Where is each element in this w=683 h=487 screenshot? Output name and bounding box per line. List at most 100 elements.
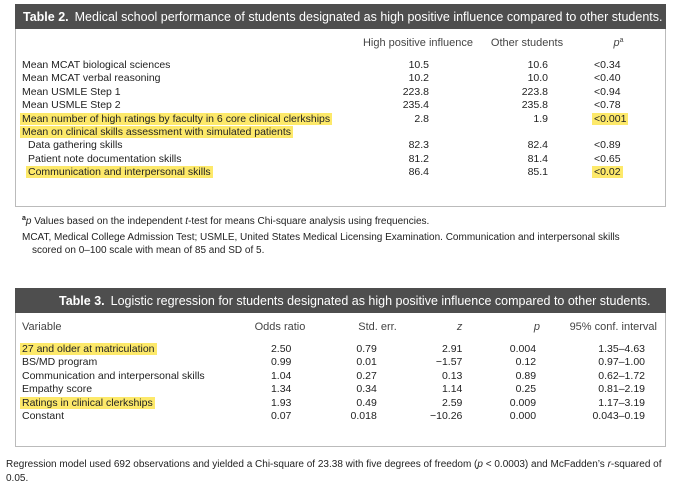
table2-body: High positive influence Other students p… bbox=[15, 29, 666, 207]
table2-cell-other: 235.8 bbox=[521, 99, 548, 112]
table2-row-label: Mean USMLE Step 1 bbox=[22, 85, 121, 98]
table3-col-stderr: Std. err. bbox=[358, 321, 397, 334]
table2-row: Mean USMLE Step 1 223.8 223.8 <0.94 bbox=[16, 86, 665, 99]
table2-cell-high: 10.2 bbox=[408, 72, 429, 85]
table3-col-p: p bbox=[533, 321, 541, 334]
table3-row: Empathy score 1.34 0.34 1.14 0.25 0.81–2.19 bbox=[16, 383, 665, 396]
table2-row-label: Data gathering skills bbox=[28, 139, 123, 152]
table3-cell-z: 1.14 bbox=[441, 383, 463, 396]
table3-cell-odds: 1.34 bbox=[270, 383, 292, 396]
table3-cell-stderr: 0.01 bbox=[356, 356, 377, 369]
table3-cell-p: 0.89 bbox=[515, 369, 537, 382]
table3-row-label: Communication and interpersonal skills bbox=[22, 369, 205, 382]
table2-row: Mean MCAT biological sciences 10.5 10.6 <0.… bbox=[16, 59, 665, 72]
table3-cell-stderr: 0.018 bbox=[350, 410, 377, 423]
table2-cell-other: 81.4 bbox=[527, 152, 548, 165]
table2-row: Mean MCAT verbal reasoning 10.2 10.0 <0.40 bbox=[16, 72, 665, 85]
table3-caption: Logistic regression for students designa… bbox=[110, 293, 651, 308]
table2-cell-p: <0.40 bbox=[594, 72, 621, 85]
table2-cell-high: 86.4 bbox=[408, 166, 429, 179]
table3-cell-ci: 0.62–1.72 bbox=[598, 369, 645, 382]
table2-cell-p: <0.02 bbox=[592, 166, 623, 179]
table3-cell-odds: 0.99 bbox=[270, 356, 292, 369]
table3-row-label: Ratings in clinical clerkships bbox=[20, 396, 155, 409]
table2-row-label: Communication and interpersonal skills bbox=[26, 166, 213, 179]
table2-col-p: pa bbox=[613, 37, 624, 50]
table3-cell-stderr: 0.27 bbox=[356, 369, 377, 382]
table3-cell-z: −10.26 bbox=[429, 410, 463, 423]
table3-row: Constant 0.07 0.018 −10.26 0.000 0.043–0.19 bbox=[16, 410, 665, 423]
table2-cell-high bbox=[354, 126, 482, 139]
table3-number: Table 3. bbox=[59, 293, 105, 308]
table2-cell-high: 2.8 bbox=[414, 112, 429, 125]
table3-row-label: Empathy score bbox=[22, 383, 93, 396]
table3-cell-ci: 1.17–3.19 bbox=[598, 396, 645, 409]
table2-cell-high: 10.5 bbox=[408, 59, 429, 71]
table3-row-label: BS/MD program bbox=[22, 356, 98, 369]
table2-cell-high: 223.8 bbox=[402, 85, 429, 98]
table2-number: Table 2. bbox=[23, 9, 69, 24]
table2-cell-p: <0.001 bbox=[592, 112, 629, 125]
table3-cell-z: 2.59 bbox=[441, 396, 463, 409]
table3-cell-p: 0.000 bbox=[509, 410, 537, 423]
table3-cell-ci: 1.35–4.63 bbox=[598, 343, 645, 355]
table3-col-odds: Odds ratio bbox=[254, 321, 306, 334]
table3-header: Table 3. Logistic regression for student… bbox=[15, 288, 666, 313]
table2-row-label: Mean number of high ratings by faculty i… bbox=[20, 112, 333, 125]
table3-row: Communication and interpersonal skills 1.… bbox=[16, 370, 665, 383]
table3-cell-p: 0.25 bbox=[515, 383, 537, 396]
table2-row-label: Mean MCAT verbal reasoning bbox=[22, 72, 161, 85]
table2-header: Table 2. Medical school performance of s… bbox=[15, 4, 666, 29]
table2-row: Data gathering skills 82.3 82.4 <0.89 bbox=[16, 139, 665, 152]
table2-cell-p: <0.94 bbox=[594, 85, 621, 98]
table2-cell-other: 82.4 bbox=[527, 139, 548, 152]
table2-col-other: Other students bbox=[490, 37, 564, 50]
table3-cell-stderr: 0.79 bbox=[356, 343, 377, 355]
table2: High positive influence Other students p… bbox=[16, 29, 665, 180]
table3-cell-p: 0.004 bbox=[509, 343, 537, 355]
table3-col-variable: Variable bbox=[22, 321, 62, 334]
table2-cell-other bbox=[482, 126, 572, 139]
table3-cell-z: 2.91 bbox=[441, 343, 463, 355]
table3-row-label: 27 and older at matriculation bbox=[20, 343, 157, 355]
table3-cell-odds: 0.07 bbox=[270, 410, 292, 423]
table2-row: Mean USMLE Step 2 235.4 235.8 <0.78 bbox=[16, 99, 665, 112]
table3-col-z: z bbox=[456, 321, 463, 334]
table2-row: Patient note documentation skills 81.2 81.… bbox=[16, 153, 665, 166]
table2-cell-other: 10.0 bbox=[527, 72, 548, 85]
table2-cell-p: <0.89 bbox=[594, 139, 621, 152]
table3-note-line2: 0.05. bbox=[6, 473, 29, 484]
table3-cell-ci: 0.81–2.19 bbox=[598, 383, 645, 396]
table2-cell-other: 1.9 bbox=[533, 112, 548, 125]
table3-cell-ci: 0.97–1.00 bbox=[598, 356, 645, 369]
table3-row: Ratings in clinical clerkships 1.93 0.49 2.… bbox=[16, 396, 665, 410]
table3-row: BS/MD program 0.99 0.01 −1.57 0.12 0.97–1.00 bbox=[16, 356, 665, 369]
table3: Variable Odds ratio Std. err. z p 95% co… bbox=[16, 313, 665, 423]
table2-row: Communication and interpersonal skills 86… bbox=[16, 166, 665, 179]
table3-row-label: Constant bbox=[22, 410, 65, 423]
table2-cell-other: 85.1 bbox=[527, 166, 548, 179]
table3-note-line1: Regression model used 692 observations a… bbox=[6, 459, 662, 470]
table2-cell-high: 235.4 bbox=[402, 99, 429, 112]
table2-row-label: Mean on clinical skills assessment with … bbox=[20, 126, 294, 139]
table2-row-label: Patient note documentation skills bbox=[28, 152, 182, 165]
table3-cell-odds: 2.50 bbox=[270, 343, 292, 355]
table3-cell-odds: 1.04 bbox=[270, 369, 292, 382]
table2-cell-high: 82.3 bbox=[408, 139, 429, 152]
table2-row: Mean on clinical skills assessment with … bbox=[16, 126, 665, 139]
table3-cell-p: 0.009 bbox=[509, 396, 537, 409]
table2-cell-other: 10.6 bbox=[527, 59, 548, 71]
table3-cell-z: −1.57 bbox=[435, 356, 463, 369]
table2-cell-p: <0.34 bbox=[594, 59, 621, 71]
table3-cell-ci: 0.043–0.19 bbox=[592, 410, 645, 423]
table3-body: Variable Odds ratio Std. err. z p 95% co… bbox=[15, 313, 666, 447]
table2-row-label: Mean USMLE Step 2 bbox=[22, 99, 121, 112]
table3-cell-stderr: 0.49 bbox=[356, 396, 377, 409]
table2-cell-p: <0.65 bbox=[594, 152, 621, 165]
table2-cell-p: <0.78 bbox=[594, 99, 621, 112]
table2-caption: Medical school performance of students d… bbox=[74, 9, 663, 24]
table3-cell-p: 0.12 bbox=[515, 356, 537, 369]
table3-cell-stderr: 0.34 bbox=[356, 383, 377, 396]
table3-cell-odds: 1.93 bbox=[270, 396, 292, 409]
table3-col-ci: 95% conf. interval bbox=[569, 321, 657, 334]
